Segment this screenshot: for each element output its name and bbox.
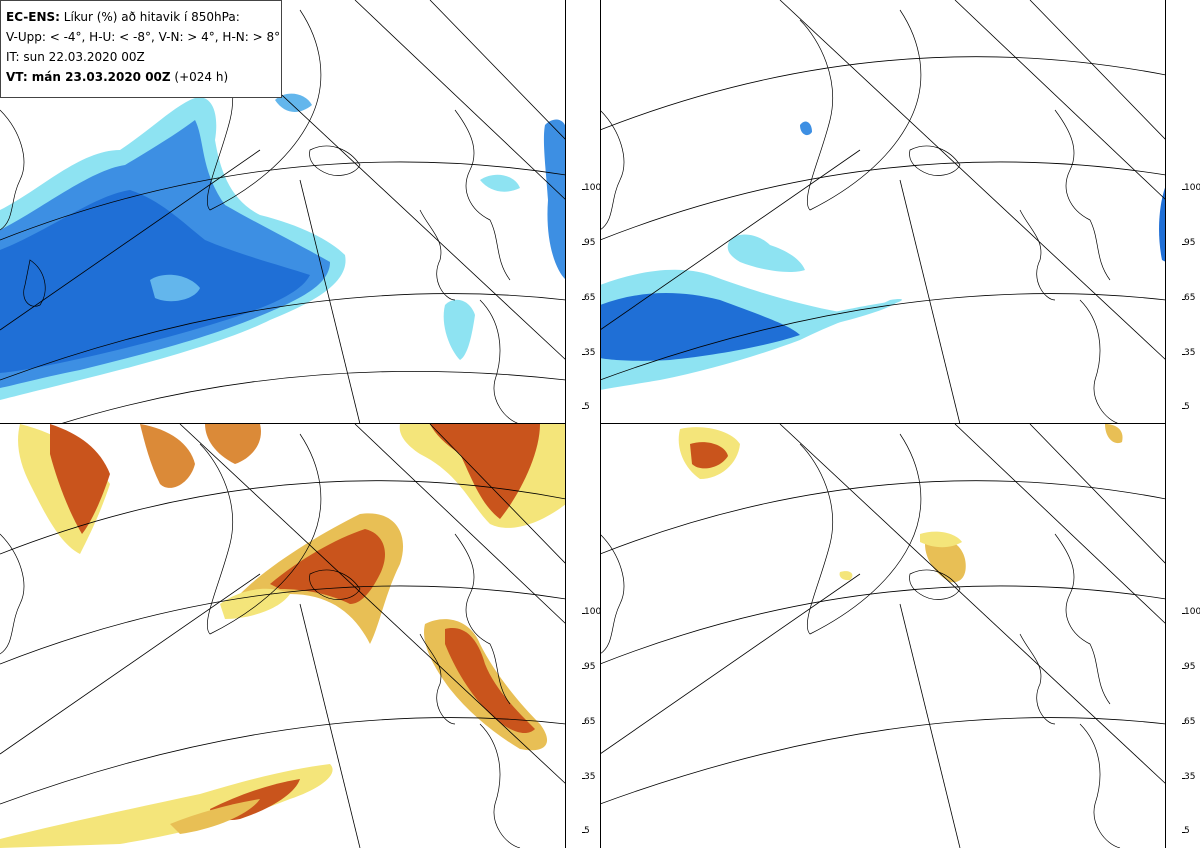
prob-area-top: [275, 93, 312, 112]
prob-area-blob1: [727, 234, 805, 273]
colorbar-tick-label: 95: [584, 662, 596, 672]
prob-area-nw-core: [50, 424, 110, 534]
info-title-line: EC-ENS: Líkur (%) að hitavik í 850hPa:: [6, 7, 281, 27]
panel-border: [600, 0, 601, 848]
colorbar-tick-label: 100: [1184, 607, 1200, 617]
prob-area-blob2: [800, 121, 812, 136]
prob-area-uk-core: [445, 628, 535, 734]
colorbar-tick-label: 95: [1184, 662, 1196, 672]
prob-area-nw-core: [690, 442, 728, 469]
colorbar-tick-label: 35: [584, 348, 596, 358]
colorbar-tick-label: 5: [584, 826, 590, 836]
prob-area-ne: [1159, 185, 1166, 262]
colorbar-tick-mark: [582, 189, 585, 190]
colorbar-tick-mark: [1182, 613, 1185, 614]
prob-area-center-core: [270, 529, 385, 604]
info-title: Líkur (%) að hitavik í 850hPa:: [59, 10, 240, 24]
colorbar-tick-mark: [1182, 299, 1185, 300]
map-top-right: [600, 0, 1166, 424]
map-bottom-left: [0, 424, 566, 848]
colorbar-tick-label: 35: [1184, 772, 1196, 782]
colorbar-tick-label: 65: [1184, 293, 1196, 303]
panel-border: [0, 423, 566, 424]
colorbar-tick-mark: [1182, 408, 1185, 409]
prob-area-ne: [543, 119, 566, 280]
colorbar-tick-mark: [1182, 723, 1185, 724]
colorbar-tick-label: 35: [1184, 348, 1196, 358]
panel-bottom-right: [600, 424, 1166, 848]
info-valid-line: VT: mán 23.03.2020 00Z (+024 h): [6, 67, 281, 87]
colorbar-tick-label: 5: [1184, 826, 1190, 836]
info-categories: V-Upp: < -4°, H-U: < -8°, V-N: > 4°, H-N…: [6, 30, 281, 44]
graticule: [600, 424, 1166, 848]
prob-area-ne-core: [430, 424, 540, 519]
colorbar-tick-mark: [1182, 244, 1185, 245]
colorbar-tick-label: 100: [584, 183, 602, 193]
graticule: [0, 0, 566, 424]
model-name: EC-ENS:: [6, 10, 60, 24]
prob-area-center: [925, 539, 966, 583]
panel-border: [600, 423, 1166, 424]
panel-border: [565, 0, 566, 848]
colorbar-tick-label: 100: [1184, 183, 1200, 193]
prob-area-rightband: [480, 174, 520, 192]
map-bottom-right: [600, 424, 1166, 848]
prob-area-lightspot: [150, 274, 200, 302]
colorbar-tick-label: 100: [584, 607, 602, 617]
colorbar-tick-label: 65: [584, 717, 596, 727]
prob-area-n2: [205, 424, 261, 464]
colorbar-tick-mark: [1182, 189, 1185, 190]
info-lead-time: (+024 h): [170, 70, 229, 84]
coastlines: [600, 433, 1121, 848]
colorbar-tick-mark: [582, 613, 585, 614]
graticule: [0, 424, 566, 848]
colorbar-tick-label: 35: [584, 772, 596, 782]
colorbar-tick-mark: [582, 354, 585, 355]
prob-area-core: [600, 293, 800, 361]
colorbar-tick-label: 95: [584, 238, 596, 248]
colorbar-tick-label: 65: [1184, 717, 1196, 727]
colorbar-tick-mark: [1182, 668, 1185, 669]
prob-area-center-light: [220, 588, 290, 619]
prob-area-center-light: [920, 531, 962, 548]
prob-area-sw-blob: [443, 299, 475, 360]
coastlines: [600, 9, 1121, 424]
colorbar-tick-label: 95: [1184, 238, 1196, 248]
colorbar-tick-mark: [1182, 778, 1185, 779]
panel-top-left: [0, 0, 566, 424]
colorbar-tick-mark: [582, 244, 585, 245]
info-valid-time: VT: mán 23.03.2020 00Z: [6, 70, 171, 84]
colorbar-tick-mark: [1182, 354, 1185, 355]
colorbar-tick-mark: [582, 299, 585, 300]
colorbar-tick-mark: [582, 668, 585, 669]
colorbar-tick-mark: [582, 408, 585, 409]
colorbar-tick-label: 5: [584, 402, 590, 412]
colorbar-tick-label: 65: [584, 293, 596, 303]
colorbar-tick-mark: [582, 778, 585, 779]
graticule: [600, 0, 1166, 424]
colorbar-tick-label: 5: [1184, 402, 1190, 412]
panel-border: [1165, 0, 1166, 848]
colorbar-tick-mark: [1182, 832, 1185, 833]
prob-area-sw-mid: [170, 799, 260, 834]
coastlines: [0, 433, 521, 848]
prob-area-n: [140, 424, 195, 488]
colorbar-tick-mark: [582, 723, 585, 724]
info-box: EC-ENS: Líkur (%) að hitavik í 850hPa: V…: [0, 0, 282, 98]
panel-top-right: [600, 0, 1166, 424]
prob-area-ne: [1105, 424, 1123, 444]
panel-bottom-left: [0, 424, 566, 848]
prob-area-small: [839, 571, 853, 581]
colorbar-tick-mark: [582, 832, 585, 833]
prob-area-sw: [0, 764, 333, 848]
info-init-time: IT: sun 22.03.2020 00Z: [6, 50, 145, 64]
